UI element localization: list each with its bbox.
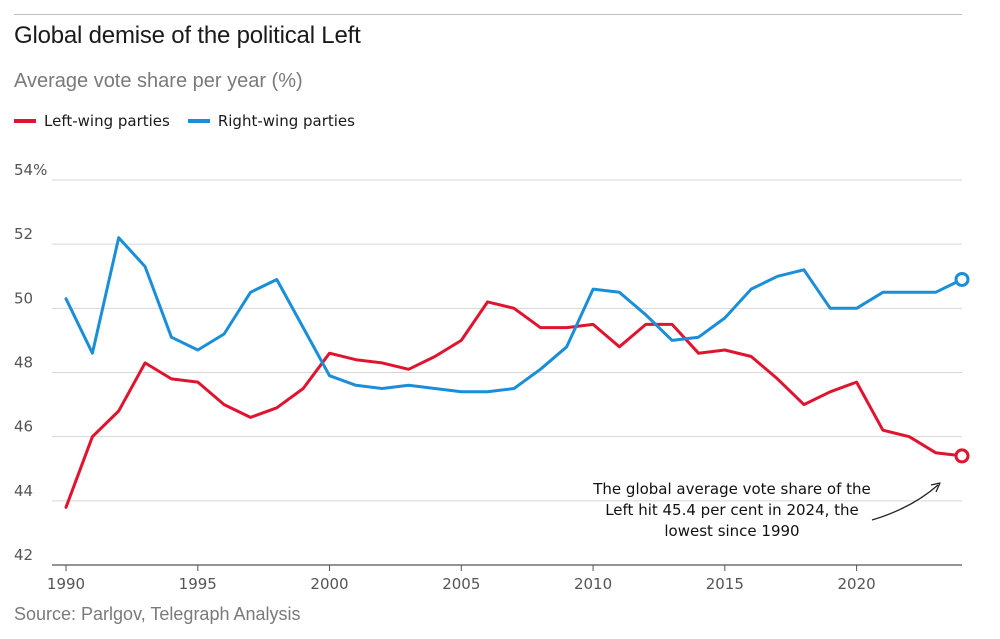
right-wing-end-marker	[954, 271, 970, 287]
y-tick-label-46: 46	[14, 418, 33, 436]
x-tick-label-2000: 2000	[310, 575, 348, 593]
x-tick-label-2010: 2010	[574, 575, 612, 593]
top-rule	[14, 14, 962, 15]
x-tick-label-2015: 2015	[706, 575, 744, 593]
annotation-line-3: lowest since 1990	[664, 522, 799, 540]
source-note: Source: Parlgov, Telegraph Analysis	[14, 604, 301, 624]
legend-item-left: Left-wing parties	[14, 112, 170, 130]
x-tick-label-1995: 1995	[179, 575, 217, 593]
y-tick-label-50: 50	[14, 289, 33, 307]
y-tick-label-54: 54%	[14, 161, 47, 179]
y-tick-label-48: 48	[14, 354, 33, 372]
left-wing-line	[64, 300, 964, 509]
y-tick-label-52: 52	[14, 225, 33, 243]
annotation-arrow	[871, 484, 939, 521]
legend-swatch-right	[187, 119, 210, 123]
legend: Left-wing parties Right-wing parties	[14, 112, 373, 130]
y-tick-label-44: 44	[14, 482, 33, 500]
annotation-line-1: The global average vote share of the	[592, 480, 870, 498]
chart-title: Global demise of the political Left	[14, 22, 361, 49]
legend-item-right: Right-wing parties	[187, 112, 355, 130]
x-tick-label-2005: 2005	[442, 575, 480, 593]
annotation-line-2: Left hit 45.4 per cent in 2024, the	[605, 501, 859, 519]
left-wing-end-marker	[954, 448, 970, 464]
x-tick-label-2020: 2020	[837, 575, 875, 593]
y-tick-label-42: 42	[14, 546, 33, 564]
legend-label-right: Right-wing parties	[217, 112, 355, 130]
legend-swatch-left	[14, 119, 36, 123]
annotation-arrowhead	[930, 482, 941, 493]
x-tick-label-1990: 1990	[47, 575, 85, 593]
right-wing-line	[64, 236, 964, 394]
chart-subtitle: Average vote share per year (%)	[14, 70, 303, 92]
legend-label-left: Left-wing parties	[44, 112, 170, 130]
